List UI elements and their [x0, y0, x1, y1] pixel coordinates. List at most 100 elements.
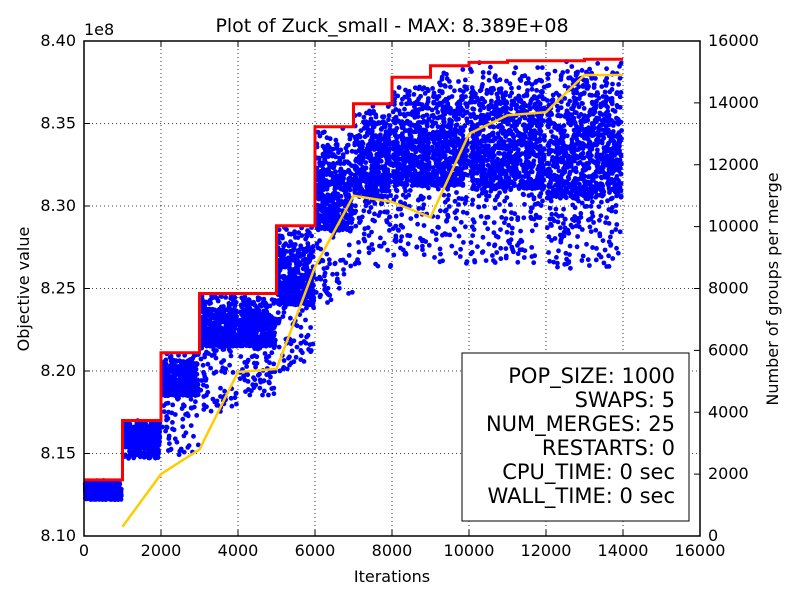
population-point — [253, 364, 258, 370]
population-point — [222, 370, 228, 375]
population-point — [229, 295, 235, 301]
population-point — [132, 440, 138, 445]
population-point — [419, 102, 425, 107]
population-point — [315, 245, 321, 251]
population-point — [181, 403, 187, 409]
population-point — [155, 451, 161, 457]
population-point — [320, 166, 326, 172]
population-point — [131, 455, 137, 461]
population-point — [355, 182, 360, 188]
population-point — [138, 441, 144, 447]
population-point — [286, 231, 292, 237]
population-point — [365, 127, 371, 133]
population-point — [161, 378, 167, 384]
population-point — [179, 380, 185, 385]
population-point — [203, 378, 209, 383]
population-point — [412, 85, 418, 91]
population-point — [355, 257, 360, 262]
population-point — [381, 168, 387, 174]
population-point — [296, 230, 302, 236]
population-point — [396, 85, 402, 90]
population-point — [218, 385, 223, 391]
population-point — [391, 118, 396, 124]
population-point — [386, 177, 392, 183]
population-point — [366, 245, 372, 251]
population-point — [236, 329, 242, 334]
population-point — [353, 223, 359, 229]
population-point — [301, 359, 307, 364]
population-point — [265, 335, 271, 341]
population-point — [170, 420, 175, 425]
population-point — [401, 150, 406, 155]
population-point — [211, 347, 217, 353]
population-point — [425, 86, 430, 92]
population-point — [193, 399, 198, 405]
population-point — [391, 252, 397, 258]
population-point — [369, 129, 375, 135]
population-point — [270, 323, 275, 329]
population-point — [407, 137, 413, 143]
population-point — [267, 360, 272, 366]
population-point — [317, 274, 322, 280]
population-point — [308, 325, 313, 330]
population-point — [402, 251, 408, 257]
population-point — [297, 294, 302, 299]
population-point — [199, 378, 205, 383]
population-point — [204, 384, 210, 389]
population-point — [327, 261, 332, 267]
population-point — [420, 247, 425, 253]
population-point — [285, 301, 290, 306]
population-point — [306, 268, 312, 274]
population-point — [271, 345, 277, 351]
population-point — [356, 249, 362, 255]
population-point — [396, 165, 402, 170]
population-point — [178, 362, 184, 368]
population-point — [226, 301, 232, 306]
population-point — [426, 151, 431, 157]
population-point — [365, 123, 370, 128]
population-point — [177, 448, 183, 454]
population-point — [260, 324, 266, 330]
population-point — [267, 343, 273, 348]
population-point — [406, 173, 412, 178]
population-point — [178, 372, 184, 377]
population-point — [255, 295, 261, 300]
population-point — [442, 208, 448, 214]
population-point — [168, 363, 174, 368]
population-point — [365, 142, 371, 148]
population-point — [281, 365, 287, 370]
population-point — [458, 246, 463, 252]
population-point — [296, 247, 302, 253]
population-point — [392, 133, 398, 138]
population-point — [388, 131, 393, 137]
population-point — [375, 263, 381, 269]
population-point — [202, 330, 208, 336]
population-point — [333, 169, 338, 175]
population-point — [322, 226, 328, 232]
population-point — [173, 372, 179, 377]
population-point — [281, 273, 287, 279]
population-point — [233, 390, 239, 396]
population-point — [175, 386, 181, 392]
population-point — [385, 104, 391, 109]
population-point — [272, 337, 278, 343]
population-point — [430, 86, 435, 91]
population-point — [193, 386, 199, 392]
population-point — [417, 146, 423, 151]
population-point — [286, 355, 291, 361]
population-point — [198, 387, 204, 393]
population-point — [281, 310, 287, 315]
population-point — [334, 194, 340, 200]
population-point — [420, 243, 425, 249]
population-point — [322, 156, 328, 162]
population-point — [262, 351, 268, 356]
population-point — [231, 343, 237, 348]
population-point — [183, 430, 189, 436]
population-point — [164, 369, 169, 375]
population-point — [411, 173, 416, 179]
population-point — [321, 210, 327, 215]
population-point — [172, 412, 178, 417]
population-point — [171, 427, 177, 433]
population-point — [271, 391, 277, 397]
population-point — [384, 155, 390, 161]
